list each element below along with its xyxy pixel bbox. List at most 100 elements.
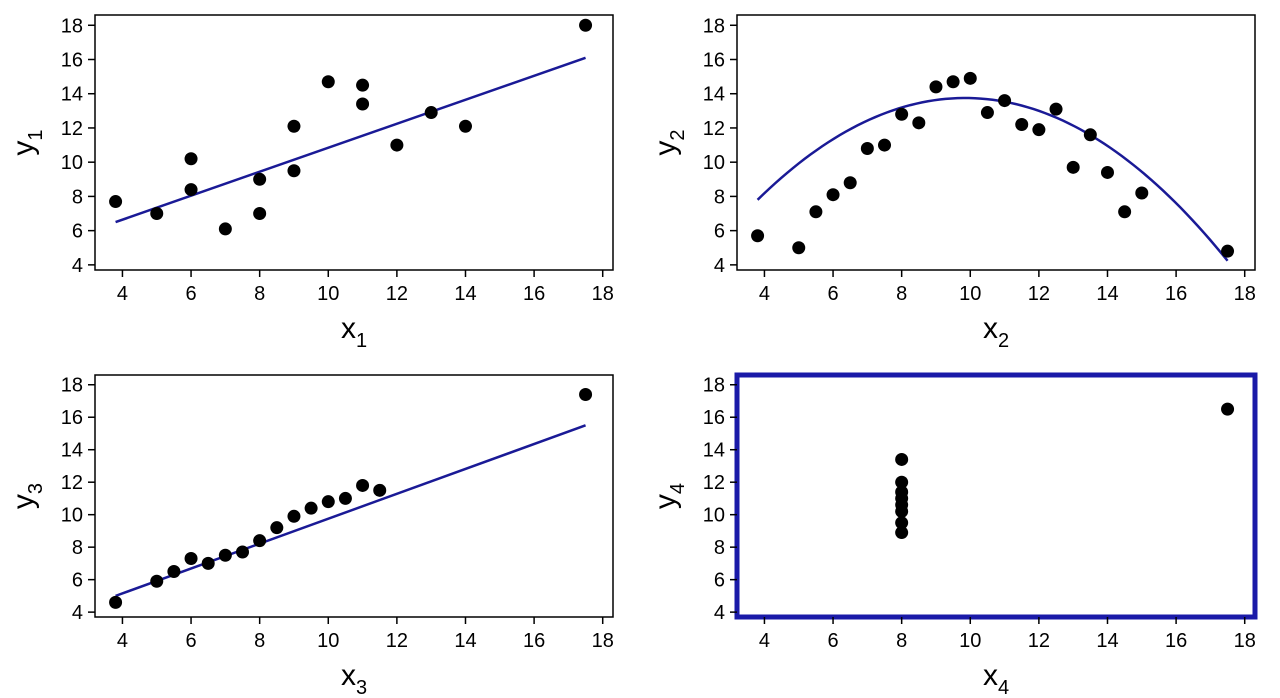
x-tick-label-4-16: 16	[1165, 630, 1187, 652]
x-tick-label-3-6: 6	[185, 630, 196, 652]
x-tick-label-2-10: 10	[959, 283, 981, 305]
x-tick-label-2-18: 18	[1234, 283, 1256, 305]
x-tick-label-4-12: 12	[1028, 630, 1050, 652]
y-tick-label-4-8: 8	[714, 537, 725, 559]
y-axis-label-4: y4	[649, 483, 689, 509]
data-point-1-1	[109, 195, 123, 209]
plot-frame-1	[94, 14, 614, 271]
data-point-3-2	[150, 574, 164, 588]
data-point-4-2	[895, 475, 909, 489]
x-tick-label-1-12: 12	[386, 283, 408, 305]
data-point-1-8	[287, 119, 301, 133]
panel-4: 4 6 8 10 12 14 16 18 4 6 8 10 12 14 16 18 x4 y4	[649, 372, 1258, 698]
plot-frame-2	[736, 14, 1256, 271]
data-point-2-23	[1221, 244, 1235, 258]
data-point-2-17	[1049, 102, 1063, 116]
y-tick-label-3-8: 8	[72, 537, 83, 559]
x-tick-label-4-6: 6	[827, 630, 838, 652]
data-point-3-15	[373, 483, 387, 497]
data-point-3-7	[236, 545, 250, 559]
x-tick-label-3-10: 10	[317, 630, 339, 652]
x-tick-label-2-16: 16	[1165, 283, 1187, 305]
x-tick-label-4-10: 10	[959, 630, 981, 652]
data-point-1-11	[356, 78, 370, 92]
data-point-3-9	[270, 521, 284, 535]
panel-1: 4 6 8 10 12 14 16 18 4 6 8 10 12 14 16 18 x1 y1	[7, 14, 614, 352]
data-point-1-3	[184, 152, 198, 166]
y-tick-label-4-10: 10	[703, 505, 725, 527]
y-tick-label-4-6: 6	[714, 570, 725, 592]
x-tick-label-1-16: 16	[523, 283, 545, 305]
data-point-2-3	[809, 205, 823, 219]
data-point-1-9	[287, 164, 301, 178]
y-tick-label-2-4: 4	[714, 255, 725, 277]
y-tick-label-3-16: 16	[61, 407, 83, 429]
data-point-2-10	[929, 80, 943, 94]
fit-line-2	[756, 96, 1229, 262]
data-point-2-4	[826, 188, 840, 202]
x-tick-label-3-12: 12	[386, 630, 408, 652]
data-point-3-4	[184, 552, 198, 566]
y-tick-label-2-12: 12	[703, 118, 725, 140]
y-axis-label-1: y1	[7, 129, 47, 155]
y-tick-label-4-16: 16	[703, 407, 725, 429]
data-point-3-5	[201, 556, 215, 570]
data-point-2-15	[1015, 118, 1029, 132]
data-point-3-8	[253, 534, 267, 548]
data-point-2-12	[963, 71, 977, 85]
data-point-2-22	[1135, 186, 1149, 200]
x-axis-label-3: x3	[341, 659, 367, 698]
data-point-3-1	[109, 595, 123, 609]
y-tick-label-3-14: 14	[61, 440, 83, 462]
data-point-1-6	[253, 172, 267, 186]
y-tick-label-2-8: 8	[714, 186, 725, 208]
x-tick-label-3-8: 8	[254, 630, 265, 652]
x-tick-label-4-18: 18	[1234, 630, 1256, 652]
y-tick-label-3-10: 10	[61, 505, 83, 527]
data-point-3-6	[218, 548, 232, 562]
y-tick-label-1-12: 12	[61, 118, 83, 140]
x-tick-label-3-18: 18	[592, 630, 614, 652]
data-point-2-21	[1118, 205, 1132, 219]
y-tick-label-4-4: 4	[714, 602, 725, 624]
x-tick-label-1-8: 8	[254, 283, 265, 305]
data-point-4-1	[895, 452, 909, 466]
plot-frame-4	[734, 372, 1258, 620]
x-tick-label-1-10: 10	[317, 283, 339, 305]
y-tick-label-3-12: 12	[61, 472, 83, 494]
data-point-2-11	[946, 75, 960, 89]
x-tick-label-3-16: 16	[523, 630, 545, 652]
y-tick-label-3-6: 6	[72, 570, 83, 592]
data-point-2-20	[1100, 165, 1114, 179]
y-tick-label-3-18: 18	[61, 375, 83, 397]
data-point-1-16	[579, 18, 593, 32]
x-tick-label-1-14: 14	[454, 283, 476, 305]
data-point-1-4	[184, 183, 198, 197]
fit-line-3	[115, 424, 586, 598]
data-point-1-10	[321, 75, 335, 89]
data-point-4-7	[895, 516, 909, 530]
data-point-3-16	[579, 387, 593, 401]
y-tick-label-1-18: 18	[61, 15, 83, 37]
y-tick-label-2-16: 16	[703, 49, 725, 71]
y-axis-label-2: y2	[649, 129, 689, 155]
plot-frame-3	[94, 374, 614, 618]
y-tick-label-2-6: 6	[714, 221, 725, 243]
fit-line-1	[115, 56, 586, 224]
data-point-2-19	[1083, 128, 1097, 142]
y-tick-label-2-14: 14	[703, 84, 725, 106]
y-tick-label-1-16: 16	[61, 49, 83, 71]
x-tick-label-3-14: 14	[454, 630, 476, 652]
y-tick-label-1-4: 4	[72, 255, 83, 277]
data-point-2-1	[751, 229, 765, 243]
data-point-3-3	[167, 565, 181, 579]
y-tick-label-4-14: 14	[703, 440, 725, 462]
x-tick-label-1-18: 18	[592, 283, 614, 305]
y-tick-label-1-14: 14	[61, 84, 83, 106]
data-point-3-10	[287, 509, 301, 523]
x-tick-label-2-12: 12	[1028, 283, 1050, 305]
data-point-1-15	[458, 119, 472, 133]
data-point-4-8	[895, 526, 909, 540]
x-axis-label-2: x2	[983, 312, 1009, 352]
panel-2: 4 6 8 10 12 14 16 18 4 6 8 10 12 14 16 18 x2 y2	[649, 14, 1256, 352]
